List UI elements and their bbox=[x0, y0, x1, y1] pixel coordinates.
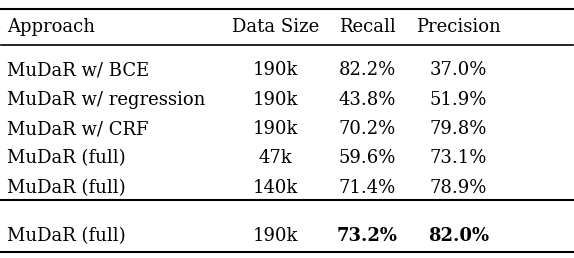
Text: 190k: 190k bbox=[253, 227, 298, 245]
Text: MuDaR (full): MuDaR (full) bbox=[7, 149, 126, 167]
Text: Recall: Recall bbox=[339, 18, 395, 36]
Text: 82.2%: 82.2% bbox=[338, 61, 395, 79]
Text: MuDaR (full): MuDaR (full) bbox=[7, 179, 126, 197]
Text: 140k: 140k bbox=[253, 179, 298, 197]
Text: 190k: 190k bbox=[253, 120, 298, 138]
Text: 78.9%: 78.9% bbox=[430, 179, 487, 197]
Text: 51.9%: 51.9% bbox=[430, 91, 487, 109]
Text: MuDaR w/ regression: MuDaR w/ regression bbox=[7, 91, 205, 109]
Text: MuDaR w/ BCE: MuDaR w/ BCE bbox=[7, 61, 149, 79]
Text: 43.8%: 43.8% bbox=[338, 91, 395, 109]
Text: 37.0%: 37.0% bbox=[430, 61, 487, 79]
Text: MuDaR w/ CRF: MuDaR w/ CRF bbox=[7, 120, 149, 138]
Text: 47k: 47k bbox=[259, 149, 292, 167]
Text: 190k: 190k bbox=[253, 91, 298, 109]
Text: Precision: Precision bbox=[416, 18, 501, 36]
Text: 73.2%: 73.2% bbox=[336, 227, 397, 245]
Text: Data Size: Data Size bbox=[232, 18, 319, 36]
Text: 59.6%: 59.6% bbox=[338, 149, 395, 167]
Text: 190k: 190k bbox=[253, 61, 298, 79]
Text: 71.4%: 71.4% bbox=[338, 179, 395, 197]
Text: MuDaR (full): MuDaR (full) bbox=[7, 227, 126, 245]
Text: 73.1%: 73.1% bbox=[430, 149, 487, 167]
Text: 82.0%: 82.0% bbox=[428, 227, 489, 245]
Text: 70.2%: 70.2% bbox=[338, 120, 395, 138]
Text: Approach: Approach bbox=[7, 18, 95, 36]
Text: 79.8%: 79.8% bbox=[430, 120, 487, 138]
